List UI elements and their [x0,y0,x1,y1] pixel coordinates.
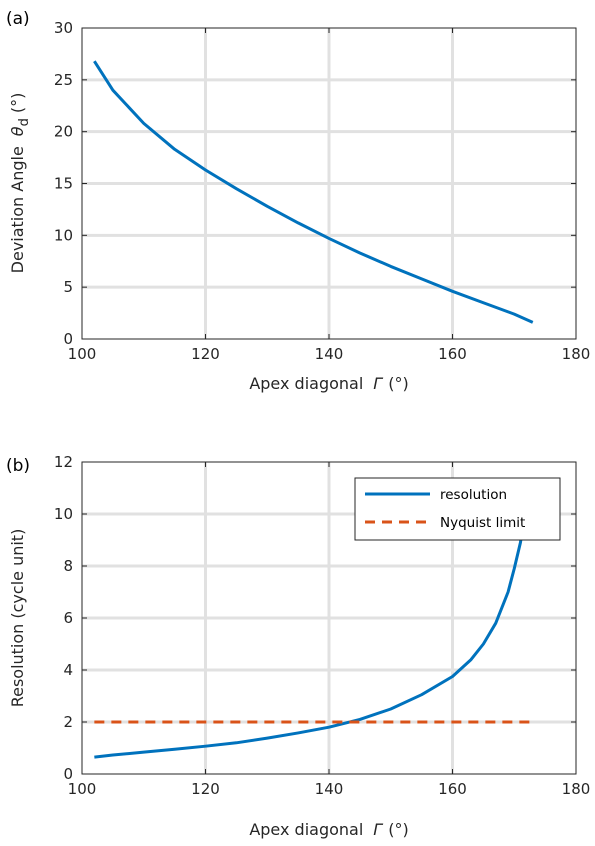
y-axis-label-b: Resolution (cycle unit) [8,529,27,708]
y-tick-label: 8 [63,557,73,575]
chart-b: (b) 100 120 140 160 180 0 2 4 6 8 10 12 Apex diagon… [6,453,590,839]
legend-box [354,477,561,541]
gridlines-a [82,28,576,339]
y-tick-label: 15 [54,175,73,193]
x-tick-label: 100 [68,780,97,798]
x-axis-label-unit: (°) [388,374,408,393]
series-group-a [93,60,534,324]
series-group-b [94,505,533,759]
y-tick-label: 10 [54,505,73,523]
panel-label-a: (a) [6,9,30,29]
y-axis-label-text: Deviation Angle [8,146,27,273]
x-axis-label-unit: (°) [388,820,408,839]
x-tick-label: 140 [315,780,344,798]
x-axis-label-symbol: Γ [373,374,383,393]
x-tick-label: 140 [315,345,344,363]
ticks-a: 100 120 140 160 180 0 5 10 15 20 25 30 [54,19,590,363]
x-axis-label-text: Apex diagonal [249,820,363,839]
x-tick-label: 180 [562,780,591,798]
panel-label-b: (b) [6,456,30,476]
y-tick-label: 12 [54,453,73,471]
y-tick-label: 30 [54,19,73,37]
y-tick-label: 0 [63,765,73,783]
y-axis-label-unit: (°) [8,93,27,113]
series-line-main [93,60,534,324]
y-axis-label-a: Deviation Angle θd (°) [8,93,32,274]
chart-a: (a) 100 120 140 160 180 0 5 10 15 20 25 30 Apex dia… [6,9,590,393]
y-tick-label: 6 [63,609,73,627]
y-tick-label: 2 [63,713,73,731]
x-axis-label-symbol: Γ [373,820,383,839]
x-tick-label: 120 [191,345,220,363]
x-tick-label: 160 [438,345,467,363]
x-axis-label-text: Apex diagonal [249,374,363,393]
x-tick-label: 180 [562,345,591,363]
y-tick-label: 10 [54,226,73,244]
y-tick-label: 5 [63,278,73,296]
series-line-resolution [94,505,529,759]
x-tick-label: 160 [438,780,467,798]
x-axis-label-a: Apex diagonal Γ (°) [249,374,408,393]
y-axis-label-symbol: θ [8,126,27,136]
y-axis-label-subscript: d [17,118,32,126]
x-tick-label: 100 [68,345,97,363]
ticks-b: 100 120 140 160 180 0 2 4 6 8 10 12 [54,453,590,798]
y-tick-label: 4 [63,661,73,679]
x-tick-label: 120 [191,780,220,798]
y-tick-label: 20 [54,123,73,141]
legend-label-resolution: resolution [440,487,507,503]
y-tick-label: 25 [54,71,73,89]
legend-label-nyquist-limit: Nyquist limit [440,515,525,531]
y-tick-label: 0 [63,330,73,348]
legend: resolution Nyquist limit [354,477,561,541]
x-axis-label-b: Apex diagonal Γ (°) [249,820,408,839]
